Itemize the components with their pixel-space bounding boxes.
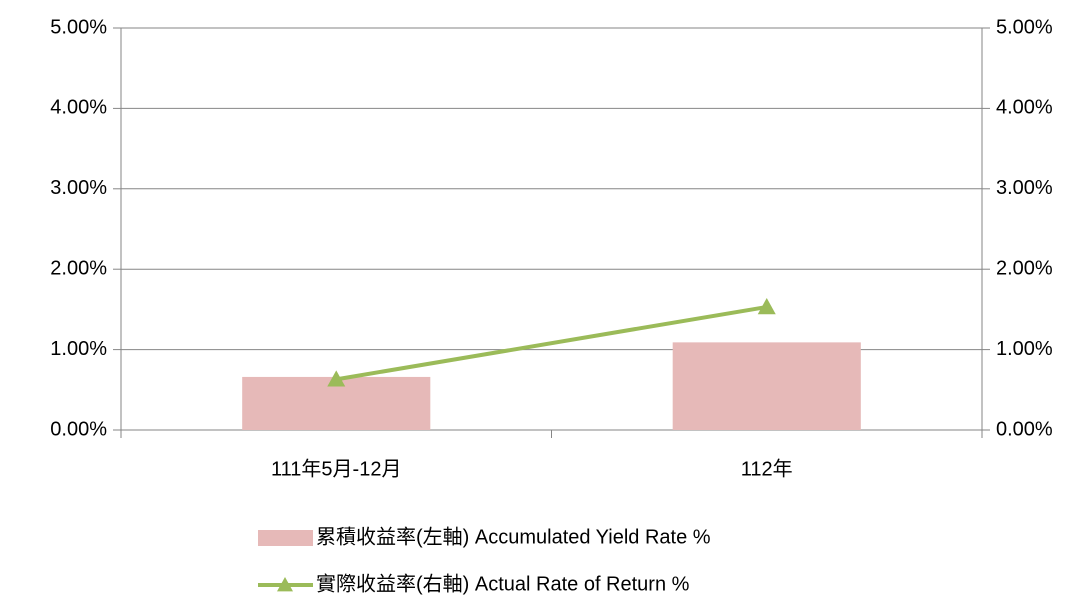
y2-tick-label: 4.00%: [996, 97, 1053, 119]
legend-swatch: [258, 530, 313, 546]
y-tick-label: 5.00%: [50, 16, 107, 38]
legend-label: 累積收益率(左軸) Accumulated Yield Rate %: [316, 525, 711, 548]
legend-label: 實際收益率(右軸) Actual Rate of Return %: [316, 572, 690, 595]
y-tick-label: 0.00%: [50, 418, 107, 440]
y-tick-label: 1.00%: [50, 338, 107, 360]
x-tick-label: 111年5月-12月: [271, 457, 401, 480]
y-tick-label: 2.00%: [50, 257, 107, 279]
line: [335, 305, 768, 382]
line-marker: [327, 370, 346, 387]
y-tick-label: 3.00%: [50, 177, 107, 199]
y2-tick-label: 0.00%: [996, 418, 1053, 440]
x-tick-label: 112年: [741, 457, 793, 480]
bar: [672, 342, 861, 430]
y2-tick-label: 3.00%: [996, 177, 1053, 199]
line-marker: [757, 297, 776, 315]
y2-tick-label: 2.00%: [996, 257, 1053, 279]
y2-tick-label: 5.00%: [996, 16, 1053, 38]
y-tick-label: 4.00%: [50, 97, 107, 119]
legend-swatch-marker: [277, 577, 293, 592]
y2-tick-label: 1.00%: [996, 338, 1053, 360]
